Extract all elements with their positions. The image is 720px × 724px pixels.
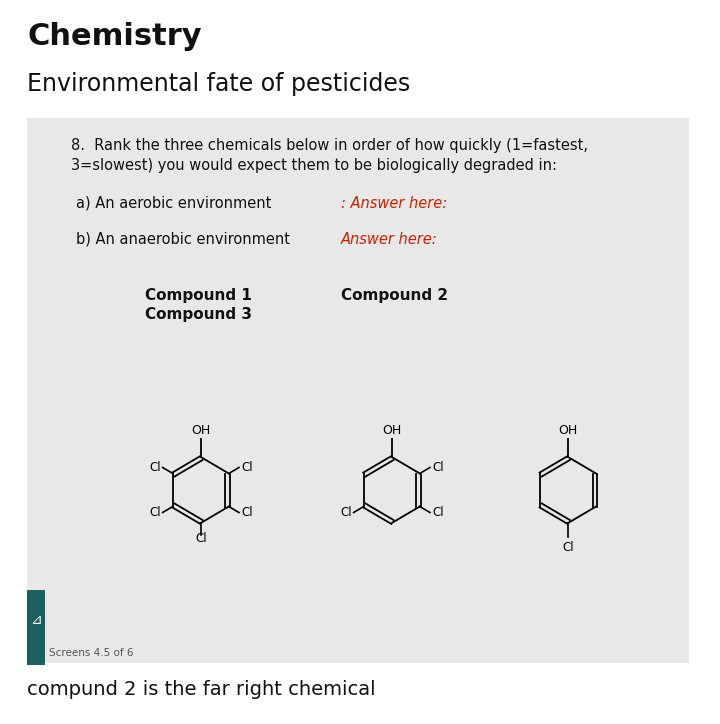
Text: Cl: Cl xyxy=(562,541,574,554)
Text: Cl: Cl xyxy=(432,506,444,519)
Text: : Answer here:: : Answer here: xyxy=(341,196,447,211)
Text: OH: OH xyxy=(382,424,402,437)
FancyBboxPatch shape xyxy=(27,590,45,665)
Text: OH: OH xyxy=(192,424,210,437)
Text: Environmental fate of pesticides: Environmental fate of pesticides xyxy=(27,72,410,96)
Text: Compound 3: Compound 3 xyxy=(145,307,252,322)
Text: Cl: Cl xyxy=(149,506,161,519)
Text: Cl: Cl xyxy=(340,506,351,519)
Text: ⊿: ⊿ xyxy=(30,613,42,627)
Text: Cl: Cl xyxy=(149,461,161,474)
Text: Screens 4.5 of 6: Screens 4.5 of 6 xyxy=(49,648,133,658)
Text: 8.  Rank the three chemicals below in order of how quickly (1=fastest,: 8. Rank the three chemicals below in ord… xyxy=(71,138,588,153)
Text: Cl: Cl xyxy=(432,461,444,474)
Text: OH: OH xyxy=(559,424,577,437)
Text: Cl: Cl xyxy=(241,506,253,519)
Text: 3=slowest) you would expect them to be biologically degraded in:: 3=slowest) you would expect them to be b… xyxy=(71,158,557,173)
Text: Answer here:: Answer here: xyxy=(341,232,438,247)
Text: a) An aerobic environment: a) An aerobic environment xyxy=(76,196,271,211)
Text: Cl: Cl xyxy=(241,461,253,474)
Text: Compound 1: Compound 1 xyxy=(145,288,252,303)
FancyBboxPatch shape xyxy=(27,118,688,663)
Text: Chemistry: Chemistry xyxy=(27,22,202,51)
Text: Cl: Cl xyxy=(195,532,207,545)
Text: Compound 2: Compound 2 xyxy=(341,288,448,303)
Text: b) An anaerobic environment: b) An anaerobic environment xyxy=(76,232,290,247)
Text: compund 2 is the far right chemical: compund 2 is the far right chemical xyxy=(27,680,376,699)
